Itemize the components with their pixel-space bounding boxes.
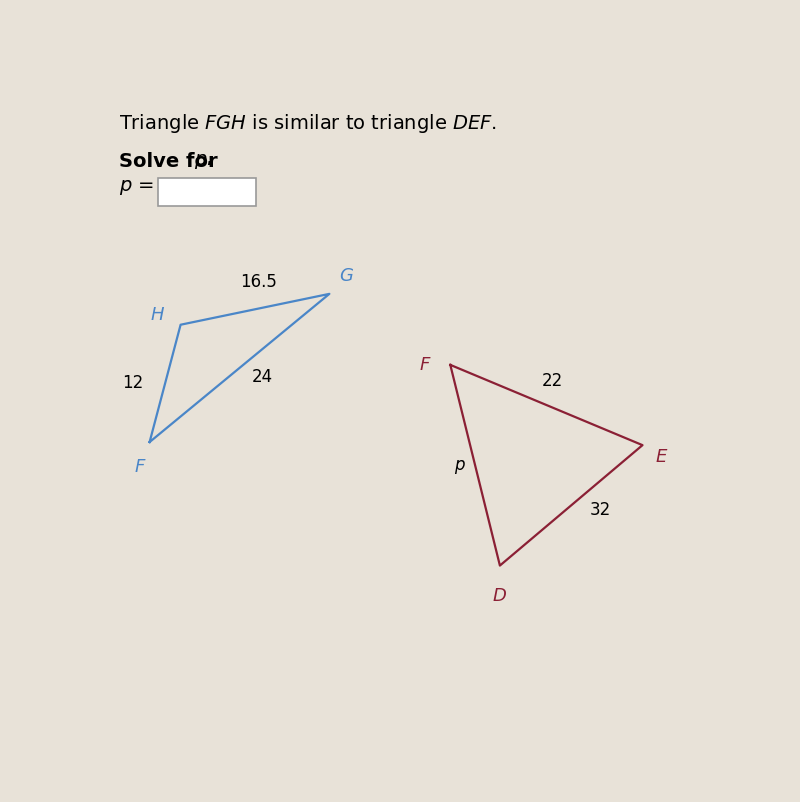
Text: Triangle $FGH$ is similar to triangle $DEF$.: Triangle $FGH$ is similar to triangle $D… xyxy=(118,111,497,135)
Text: $G$: $G$ xyxy=(338,266,354,285)
Text: $p$.: $p$. xyxy=(194,152,214,171)
Text: $H$: $H$ xyxy=(150,306,165,325)
Text: 32: 32 xyxy=(590,501,611,519)
Text: Solve for: Solve for xyxy=(118,152,224,171)
Text: 12: 12 xyxy=(122,375,143,392)
Text: $E$: $E$ xyxy=(655,448,668,466)
Text: $F$: $F$ xyxy=(134,457,146,476)
Text: 22: 22 xyxy=(542,371,563,390)
Text: $p$ =: $p$ = xyxy=(118,177,154,196)
Text: $F$: $F$ xyxy=(419,356,432,374)
Text: 24: 24 xyxy=(252,368,273,387)
Text: $p$: $p$ xyxy=(454,458,466,476)
FancyBboxPatch shape xyxy=(158,178,256,206)
Text: $D$: $D$ xyxy=(493,587,507,606)
Text: 16.5: 16.5 xyxy=(240,273,277,291)
